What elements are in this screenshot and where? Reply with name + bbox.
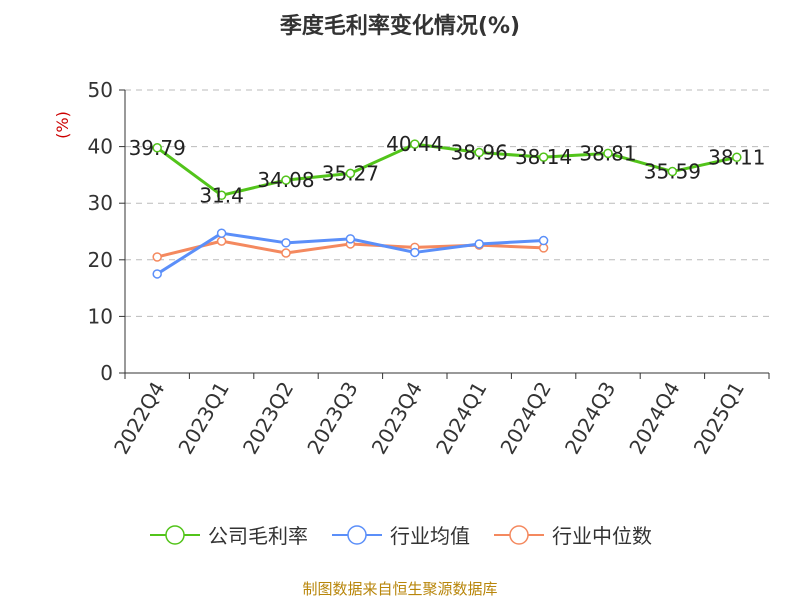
x-tick-label: 2024Q1 bbox=[431, 378, 491, 459]
y-tick-label: 40 bbox=[88, 135, 113, 159]
x-tick-label: 2024Q3 bbox=[560, 378, 620, 459]
legend-item: 公司毛利率 bbox=[148, 520, 308, 549]
legend-circle bbox=[509, 524, 529, 545]
legend-marker bbox=[150, 524, 200, 545]
x-tick-label: 2025Q1 bbox=[689, 378, 749, 459]
legend-label: 行业均值 bbox=[390, 524, 470, 548]
legend-label: 行业中位数 bbox=[552, 524, 652, 548]
x-tick-label: 2023Q4 bbox=[367, 378, 427, 459]
x-tick-label: 2023Q3 bbox=[302, 378, 362, 459]
data-point bbox=[538, 235, 549, 246]
data-point bbox=[474, 147, 484, 158]
grid-lines bbox=[125, 89, 769, 317]
y-tick-label: 10 bbox=[88, 304, 113, 328]
data-point bbox=[603, 148, 613, 159]
legend-marker bbox=[494, 524, 544, 545]
x-tick-label: 2022Q4 bbox=[109, 378, 169, 459]
data-labels: 39.79 31.4 34.08 35.27 40.44 38.96 38.14 38.81 3… bbox=[129, 132, 766, 207]
data-point bbox=[216, 190, 227, 201]
source-note: 制图数据来自恒生聚源数据库 bbox=[302, 580, 498, 598]
data-point bbox=[281, 175, 291, 185]
series-line bbox=[156, 142, 738, 197]
legend-circle bbox=[165, 524, 185, 545]
x-tick-label: 2023Q1 bbox=[173, 378, 233, 459]
x-tick-label: 2024Q4 bbox=[624, 378, 684, 459]
legend-circle bbox=[347, 524, 367, 545]
data-label: 38.14 bbox=[515, 145, 572, 169]
data-point bbox=[281, 238, 291, 248]
data-point bbox=[732, 152, 742, 163]
data-point bbox=[152, 269, 162, 279]
data-point bbox=[538, 152, 549, 162]
data-point bbox=[216, 236, 227, 246]
data-label: 38.11 bbox=[708, 145, 765, 169]
series-lines bbox=[152, 139, 742, 279]
y-tick-label: 50 bbox=[88, 78, 113, 102]
data-point bbox=[345, 168, 356, 179]
data-label: 40.44 bbox=[386, 132, 443, 156]
x-tick-label: 2024Q2 bbox=[495, 378, 555, 459]
x-tick-label: 2023Q2 bbox=[238, 378, 298, 459]
legend-label: 公司毛利率 bbox=[208, 524, 308, 548]
y-tick-label: 20 bbox=[88, 248, 113, 272]
data-label: 35.59 bbox=[644, 160, 701, 184]
legend: 公司毛利率 行业均值 行业中位数 bbox=[0, 520, 800, 549]
data-label: 34.08 bbox=[257, 168, 314, 192]
y-tick-label: 30 bbox=[88, 191, 113, 215]
legend-marker bbox=[332, 524, 382, 545]
data-point bbox=[345, 234, 356, 244]
chart-title: 季度毛利率变化情况(%) bbox=[279, 14, 521, 39]
legend-item: 行业中位数 bbox=[492, 520, 652, 549]
y-tick-label: 0 bbox=[100, 361, 113, 385]
legend-item: 行业均值 bbox=[330, 520, 470, 549]
y-axis-label: (%) bbox=[53, 111, 72, 139]
data-point bbox=[667, 166, 678, 177]
data-point bbox=[474, 239, 484, 249]
data-label: 35.27 bbox=[322, 161, 379, 185]
data-label: 31.4 bbox=[199, 183, 244, 207]
data-label: 38.81 bbox=[579, 141, 636, 165]
data-label: 39.79 bbox=[129, 136, 186, 160]
data-point bbox=[216, 228, 227, 238]
data-point bbox=[281, 248, 291, 258]
data-point bbox=[410, 247, 420, 258]
data-point bbox=[410, 139, 420, 149]
data-label: 38.96 bbox=[451, 140, 508, 164]
data-point bbox=[152, 143, 162, 153]
data-point bbox=[152, 252, 162, 262]
